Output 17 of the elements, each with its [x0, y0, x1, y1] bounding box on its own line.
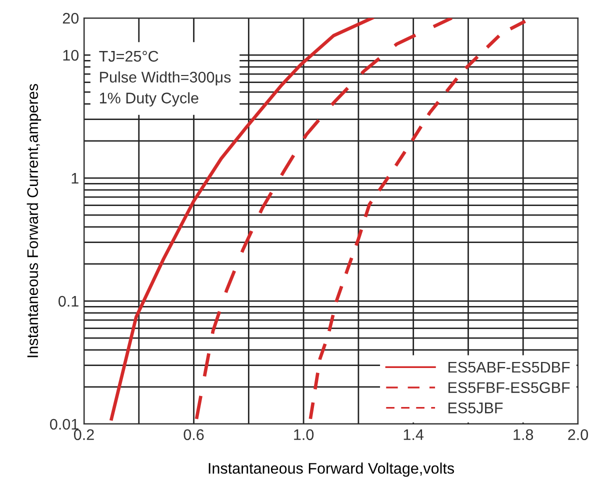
x-tick-label: 1.4 [404, 429, 424, 440]
legend-label: ES5ABF-ES5DBF [448, 362, 570, 373]
legend-label: ES5FBF-ES5GBF [448, 382, 570, 393]
x-tick-label: 0.6 [184, 429, 204, 440]
y-tick-label: 10 [63, 50, 79, 61]
annotation: TJ=25°C Pulse Width=300μs 1% Duty Cycle [99, 50, 231, 106]
y-tick-label: 20 [62, 12, 79, 24]
legend-label: ES5JBF [448, 402, 503, 414]
y-tick-label: 0.1 [58, 296, 78, 307]
y-tick-label: 0.01 [50, 418, 78, 430]
x-tick-label: 1.8 [514, 429, 534, 440]
x-axis-title: Instantaneous Forward Voltage,volts [208, 462, 454, 477]
x-tick-label: 2.0 [568, 429, 588, 440]
y-axis-title: Instantaneous Forward Current,amperes [26, 84, 42, 358]
x-tick-label: 1.0 [294, 429, 314, 440]
y-tick-label: 1 [72, 173, 78, 184]
x-tick-label: 0.2 [74, 429, 94, 440]
